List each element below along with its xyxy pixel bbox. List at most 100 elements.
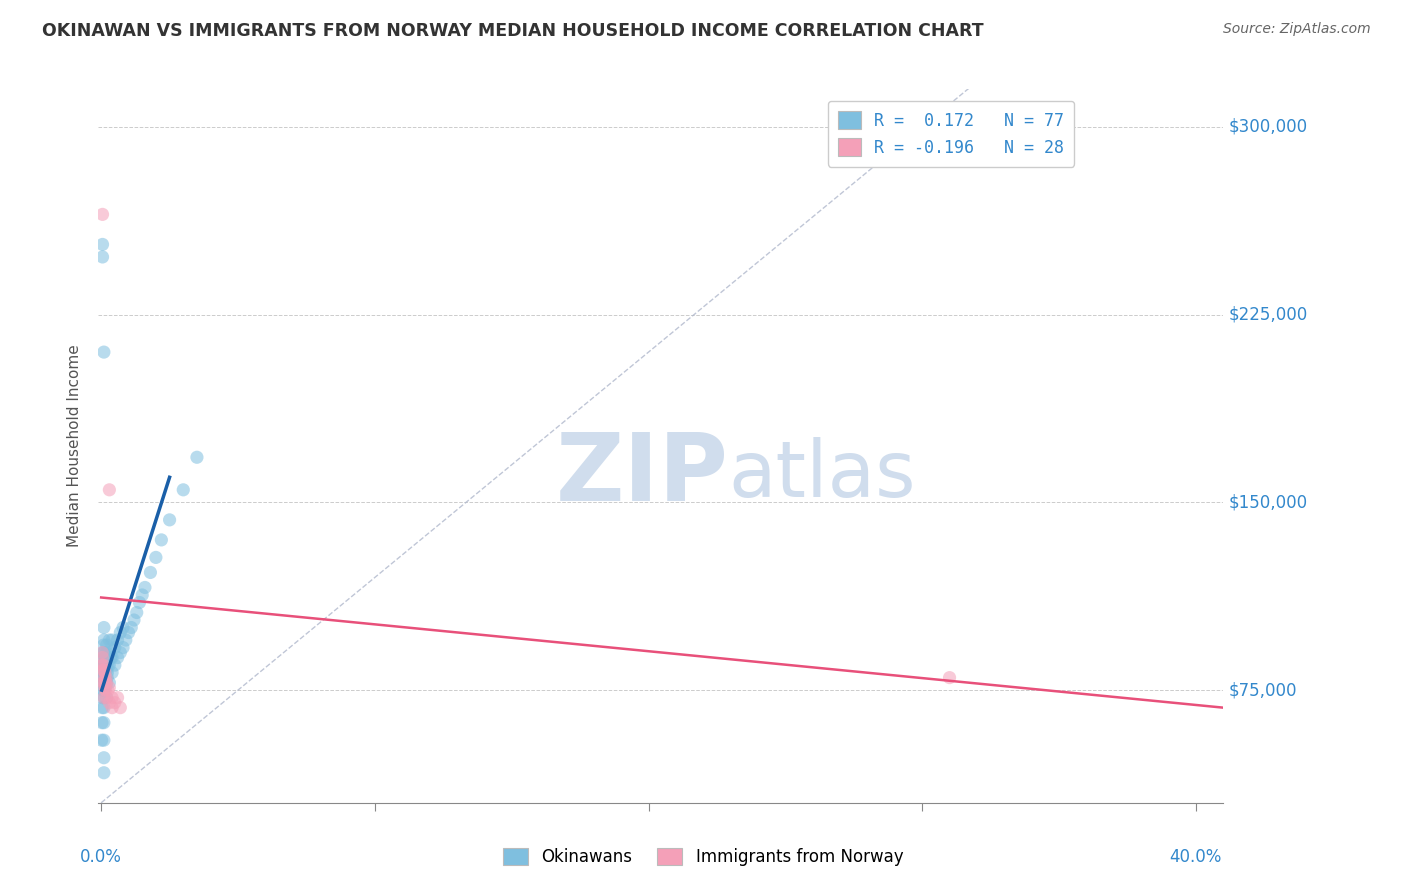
Point <box>104 640 127 655</box>
Point <box>94 675 117 690</box>
Point <box>93 700 115 714</box>
Point <box>101 665 124 680</box>
Legend: R =  0.172   N = 77, R = -0.196   N = 28: R = 0.172 N = 77, R = -0.196 N = 28 <box>828 101 1074 167</box>
Point <box>93 650 115 665</box>
Point <box>94 673 117 687</box>
Point <box>139 566 162 580</box>
Point <box>101 700 124 714</box>
Text: 0.0%: 0.0% <box>80 848 122 866</box>
Point <box>93 675 115 690</box>
Point <box>93 715 115 730</box>
Point <box>98 483 121 497</box>
Point <box>91 663 114 677</box>
Point <box>93 345 115 359</box>
Point <box>94 656 117 670</box>
Point <box>94 665 117 680</box>
Point <box>94 658 117 673</box>
Point <box>93 675 115 690</box>
Point <box>91 690 114 705</box>
Point <box>91 671 114 685</box>
Point <box>96 690 118 705</box>
Point <box>93 765 115 780</box>
Point <box>94 646 117 660</box>
Point <box>110 646 132 660</box>
Point <box>91 683 114 698</box>
Point <box>96 675 118 690</box>
Point <box>96 656 118 670</box>
Point <box>96 650 118 665</box>
Point <box>91 207 114 221</box>
Point <box>91 650 114 665</box>
Point <box>93 733 115 747</box>
Point <box>96 638 118 652</box>
Point <box>172 483 194 497</box>
Point <box>150 533 173 547</box>
Point <box>110 625 132 640</box>
Point <box>96 690 118 705</box>
Text: $225,000: $225,000 <box>1229 306 1308 324</box>
Text: ZIP: ZIP <box>555 428 728 521</box>
Point <box>94 683 117 698</box>
Point <box>97 650 120 665</box>
Point <box>98 675 121 690</box>
Point <box>145 550 167 565</box>
Point <box>107 690 129 705</box>
Point <box>91 250 114 264</box>
Point <box>96 671 118 685</box>
Point <box>93 621 115 635</box>
Point <box>96 663 118 677</box>
Point <box>93 638 115 652</box>
Point <box>93 646 115 660</box>
Point <box>94 681 117 695</box>
Point <box>93 658 115 673</box>
Point <box>98 658 121 673</box>
Point <box>120 621 142 635</box>
Point <box>101 633 124 648</box>
Point <box>91 658 114 673</box>
Point <box>93 653 115 667</box>
Legend: Okinawans, Immigrants from Norway: Okinawans, Immigrants from Norway <box>496 841 910 873</box>
Point <box>112 621 135 635</box>
Point <box>93 663 115 677</box>
Point <box>94 663 117 677</box>
Point <box>134 581 156 595</box>
Text: OKINAWAN VS IMMIGRANTS FROM NORWAY MEDIAN HOUSEHOLD INCOME CORRELATION CHART: OKINAWAN VS IMMIGRANTS FROM NORWAY MEDIA… <box>42 22 984 40</box>
Point <box>94 663 117 677</box>
Point <box>93 671 115 685</box>
Point <box>94 671 117 685</box>
Point <box>91 237 114 252</box>
Text: $75,000: $75,000 <box>1229 681 1298 699</box>
Point <box>91 675 114 690</box>
Text: atlas: atlas <box>728 436 915 513</box>
Point <box>101 650 124 665</box>
Point <box>98 646 121 660</box>
Point <box>117 625 139 640</box>
Point <box>93 681 115 695</box>
Point <box>93 690 115 705</box>
Point <box>98 696 121 710</box>
Point <box>90 733 112 747</box>
Point <box>91 665 114 680</box>
Point <box>97 658 120 673</box>
Point <box>96 675 118 690</box>
Point <box>98 633 121 648</box>
Y-axis label: Median Household Income: Median Household Income <box>67 344 83 548</box>
Point <box>94 650 117 665</box>
Text: $300,000: $300,000 <box>1229 118 1308 136</box>
Point <box>938 671 960 685</box>
Point <box>98 681 121 695</box>
Point <box>110 700 132 714</box>
Point <box>186 450 208 465</box>
Point <box>93 690 115 705</box>
Point <box>93 671 115 685</box>
Point <box>104 696 127 710</box>
Point <box>93 665 115 680</box>
Point <box>93 633 115 648</box>
Point <box>104 658 127 673</box>
Point <box>101 690 124 705</box>
Point <box>107 650 129 665</box>
Point <box>122 613 145 627</box>
Point <box>96 653 118 667</box>
Point <box>91 658 114 673</box>
Point <box>91 715 114 730</box>
